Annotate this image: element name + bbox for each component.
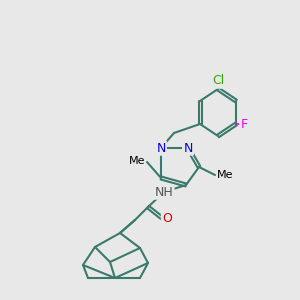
Text: O: O: [162, 212, 172, 224]
Text: Me: Me: [217, 170, 233, 180]
Text: Me: Me: [128, 156, 145, 166]
Text: F: F: [240, 118, 247, 130]
Text: N: N: [156, 142, 166, 154]
Text: Cl: Cl: [212, 74, 224, 88]
Text: NH: NH: [154, 185, 173, 199]
Text: N: N: [183, 142, 193, 154]
